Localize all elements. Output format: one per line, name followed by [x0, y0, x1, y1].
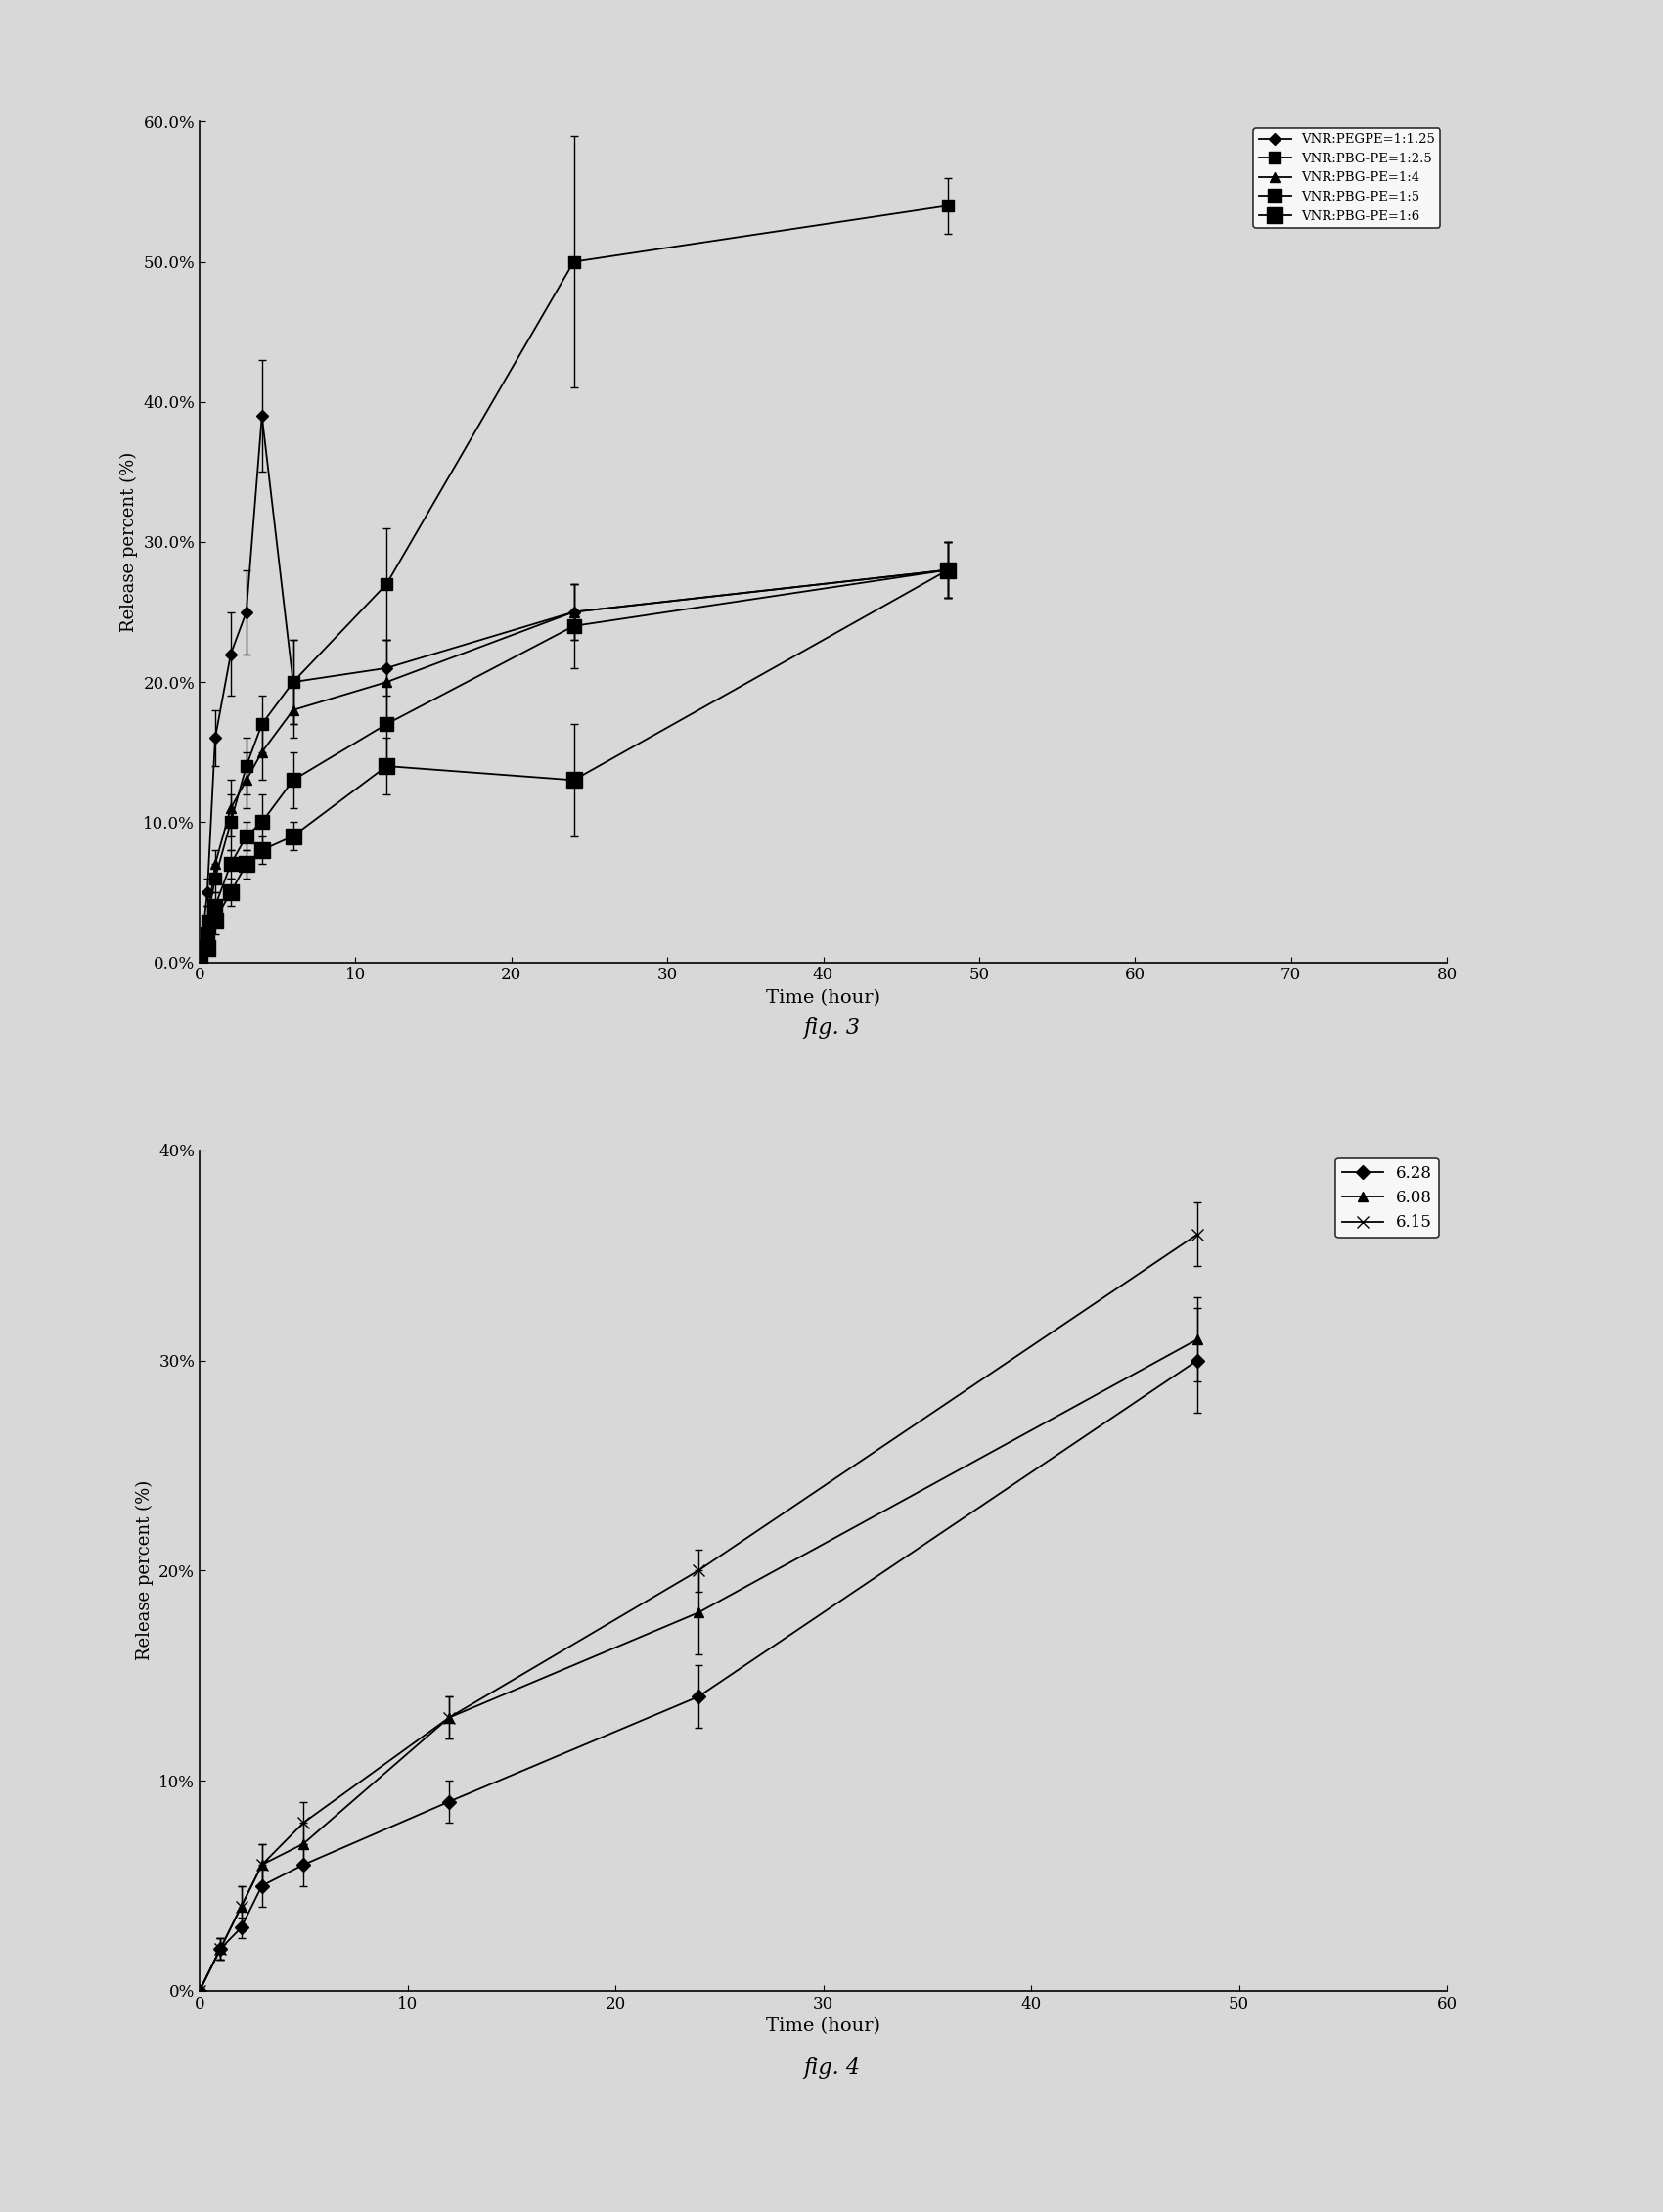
Legend: VNR:PEGPE=1:1.25, VNR:PBG-PE=1:2.5, VNR:PBG-PE=1:4, VNR:PBG-PE=1:5, VNR:PBG-PE=1: VNR:PEGPE=1:1.25, VNR:PBG-PE=1:2.5, VNR:… — [1254, 128, 1440, 228]
Text: fig. 3: fig. 3 — [803, 1018, 860, 1040]
Y-axis label: Release percent (%): Release percent (%) — [120, 451, 138, 633]
X-axis label: Time (hour): Time (hour) — [767, 2017, 880, 2035]
X-axis label: Time (hour): Time (hour) — [767, 989, 880, 1006]
Text: fig. 4: fig. 4 — [803, 2057, 860, 2079]
Y-axis label: Release percent (%): Release percent (%) — [135, 1480, 153, 1661]
Legend: 6.28, 6.08, 6.15: 6.28, 6.08, 6.15 — [1335, 1159, 1438, 1239]
